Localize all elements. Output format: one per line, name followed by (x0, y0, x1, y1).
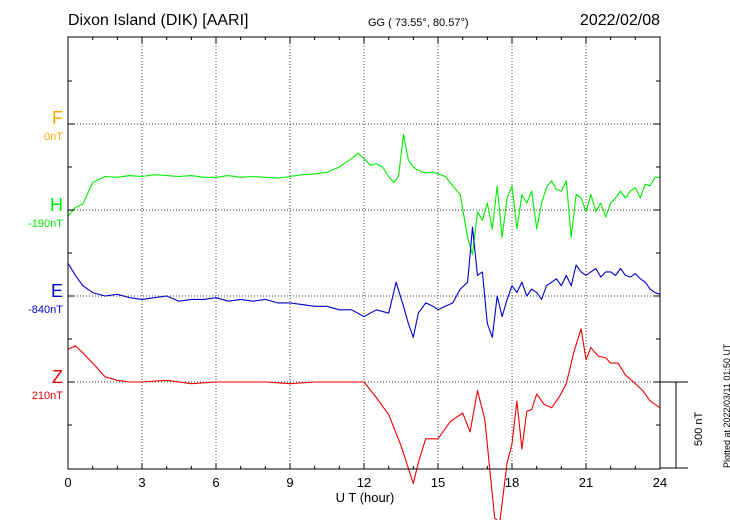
x-axis-label: U T (hour) (336, 490, 395, 505)
scale-bar-label: 500 nT (693, 411, 705, 446)
component-name: E (50, 281, 63, 301)
series-line-h (67, 133, 660, 256)
series-line-z (67, 328, 661, 520)
grid-layer (68, 37, 660, 469)
geographic-coordinates: GG ( 73.55°, 80.57°) (368, 17, 469, 29)
series-layer (67, 133, 661, 520)
x-tick-label: 24 (653, 475, 667, 490)
component-baseline: -840nT (28, 304, 63, 316)
x-tick-label: 9 (286, 475, 293, 490)
x-tick-label: 12 (357, 475, 371, 490)
x-tick-label: 3 (138, 475, 145, 490)
component-name: Z (52, 367, 63, 387)
component-baseline: 210nT (31, 390, 63, 402)
axis-layer: 0 3 6 9 12 15 18 21 24 (64, 36, 688, 490)
component-label-z: Z 210nT (32, 367, 63, 402)
plotted-timestamp: Plotted at 2022/03/11 01:50 UT (722, 343, 730, 468)
x-tick-label: 18 (505, 475, 519, 490)
component-baseline: -190nT (28, 218, 63, 230)
chart-date: 2022/02/08 (579, 12, 660, 29)
component-name: H (50, 195, 63, 215)
x-tick-label: 21 (579, 475, 593, 490)
component-baseline: 0nT (44, 131, 63, 143)
component-label-f: F 0nT (44, 108, 63, 143)
station-title: Dixon Island (DIK) [AARI] (68, 12, 249, 29)
x-tick-label: 6 (212, 475, 219, 490)
component-name: F (52, 108, 63, 128)
x-tick-label: 0 (64, 475, 71, 490)
series-line-e (67, 226, 661, 338)
x-tick-label: 15 (431, 475, 445, 490)
component-label-h: H -190nT (28, 195, 63, 230)
component-label-e: E -840nT (28, 281, 63, 316)
